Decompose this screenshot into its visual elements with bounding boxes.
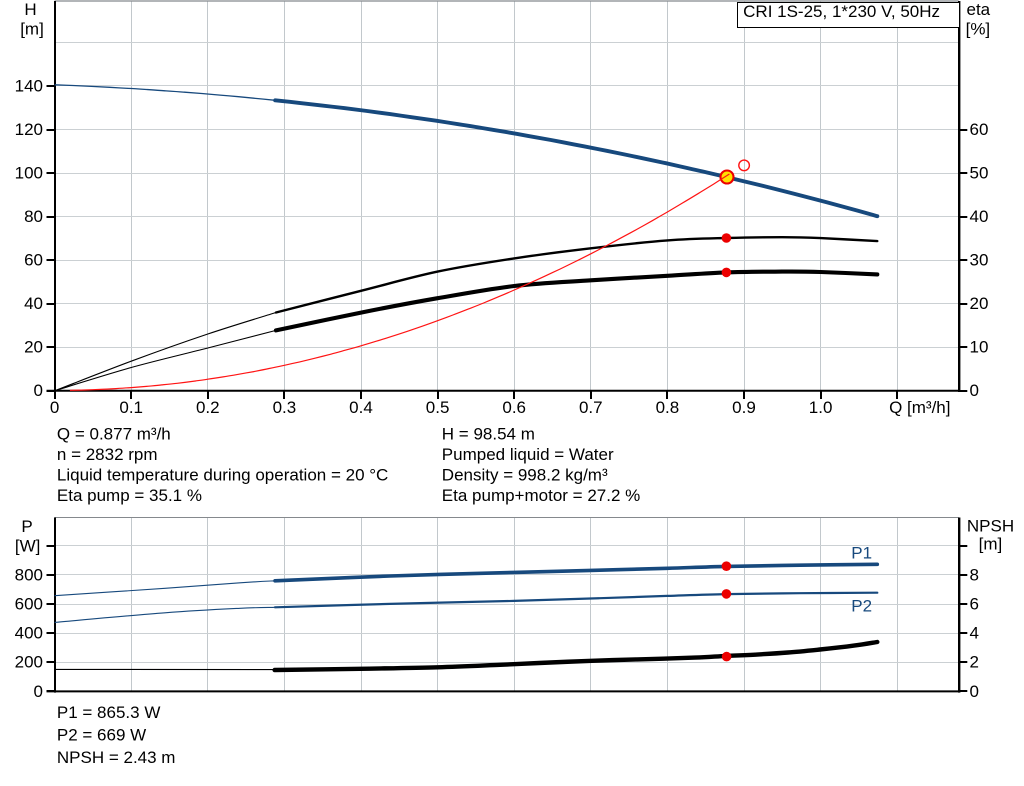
- svg-text:0.2: 0.2: [196, 398, 220, 417]
- svg-text:Density = 998.2 kg/m³: Density = 998.2 kg/m³: [442, 465, 608, 484]
- svg-text:Liquid temperature during oper: Liquid temperature during operation = 20…: [57, 465, 388, 484]
- svg-text:60: 60: [24, 251, 43, 270]
- svg-text:0.7: 0.7: [579, 398, 603, 417]
- svg-text:40: 40: [24, 294, 43, 313]
- svg-text:2: 2: [970, 653, 979, 672]
- svg-text:[m]: [m]: [20, 19, 44, 38]
- svg-text:Q = 0.877 m³/h: Q = 0.877 m³/h: [57, 424, 171, 443]
- svg-text:20: 20: [970, 294, 989, 313]
- svg-text:P1 = 865.3 W: P1 = 865.3 W: [57, 703, 160, 722]
- svg-text:Eta pump = 35.1 %: Eta pump = 35.1 %: [57, 486, 202, 505]
- svg-text:4: 4: [970, 624, 979, 643]
- svg-text:Pumped liquid = Water: Pumped liquid = Water: [442, 445, 614, 464]
- svg-text:P2 = 669 W: P2 = 669 W: [57, 726, 146, 745]
- svg-text:0.3: 0.3: [273, 398, 297, 417]
- svg-text:0.6: 0.6: [502, 398, 526, 417]
- svg-text:400: 400: [15, 624, 43, 643]
- svg-text:0.8: 0.8: [656, 398, 680, 417]
- svg-text:[W]: [W]: [15, 537, 41, 556]
- svg-text:50: 50: [970, 163, 989, 182]
- svg-text:Eta pump+motor = 27.2 %: Eta pump+motor = 27.2 %: [442, 486, 640, 505]
- svg-text:40: 40: [970, 207, 989, 226]
- svg-text:120: 120: [15, 120, 43, 139]
- svg-text:30: 30: [970, 251, 989, 270]
- svg-text:8: 8: [970, 565, 979, 584]
- svg-text:60: 60: [970, 120, 989, 139]
- svg-text:100: 100: [15, 163, 43, 182]
- svg-text:0: 0: [970, 682, 979, 701]
- svg-text:CRI 1S-25, 1*230 V, 50Hz: CRI 1S-25, 1*230 V, 50Hz: [743, 2, 940, 21]
- svg-text:Q [m³/h]: Q [m³/h]: [889, 398, 950, 417]
- svg-text:80: 80: [24, 207, 43, 226]
- svg-text:0.4: 0.4: [349, 398, 373, 417]
- svg-text:P1: P1: [851, 543, 872, 562]
- svg-text:NPSH = 2.43 m: NPSH = 2.43 m: [57, 748, 176, 767]
- svg-text:NPSH: NPSH: [967, 516, 1014, 535]
- svg-text:0.9: 0.9: [732, 398, 756, 417]
- svg-text:0: 0: [50, 398, 59, 417]
- svg-text:6: 6: [970, 595, 979, 614]
- svg-text:eta: eta: [967, 0, 991, 19]
- svg-text:0: 0: [34, 381, 43, 400]
- svg-text:[%]: [%]: [966, 20, 991, 39]
- svg-text:140: 140: [15, 76, 43, 95]
- svg-text:600: 600: [15, 595, 43, 614]
- svg-text:20: 20: [24, 338, 43, 357]
- svg-text:800: 800: [15, 565, 43, 584]
- svg-text:0.5: 0.5: [426, 398, 450, 417]
- svg-text:H = 98.54 m: H = 98.54 m: [442, 424, 535, 443]
- svg-text:200: 200: [15, 653, 43, 672]
- svg-text:H: H: [24, 0, 36, 19]
- svg-text:n = 2832 rpm: n = 2832 rpm: [57, 445, 158, 464]
- svg-text:0: 0: [970, 381, 979, 400]
- svg-text:P: P: [21, 517, 32, 536]
- svg-text:P2: P2: [851, 597, 872, 616]
- svg-text:[m]: [m]: [979, 534, 1003, 553]
- svg-text:0.1: 0.1: [119, 398, 143, 417]
- svg-text:1.0: 1.0: [809, 398, 833, 417]
- svg-text:10: 10: [970, 338, 989, 357]
- svg-text:0: 0: [34, 682, 43, 701]
